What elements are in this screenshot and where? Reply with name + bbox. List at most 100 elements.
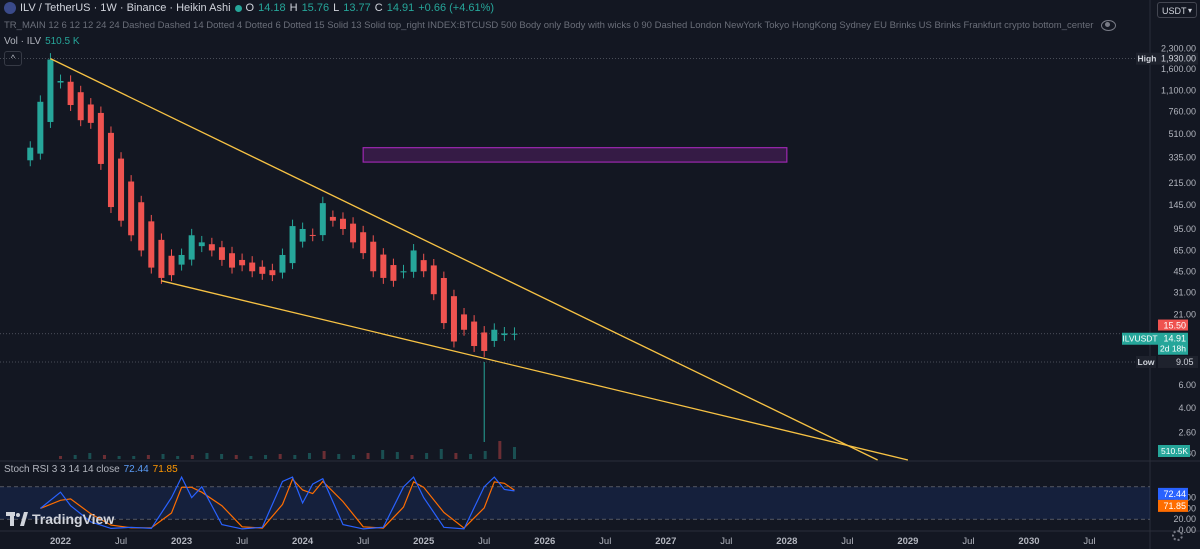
tradingview-logo-text: TradingView (32, 511, 115, 527)
candle (491, 329, 498, 341)
price-tick: 1,600.00 (1161, 64, 1196, 74)
trendline-lower (161, 280, 909, 461)
candle (511, 333, 518, 335)
chevron-down-icon: ▾ (1187, 6, 1192, 15)
price-tick: 335.00 (1168, 153, 1196, 163)
stoch-k-tag-box (1158, 487, 1188, 500)
volume-bar (146, 455, 150, 459)
volume-bar (512, 447, 516, 459)
collapse-legend-button[interactable]: ^ (4, 51, 22, 66)
stoch-d-value: 71.85 (152, 464, 178, 475)
stoch-legend-row[interactable]: Stoch RSI 3 3 14 14 close 72.44 71.85 (4, 464, 178, 475)
time-tick: 2026 (534, 536, 555, 547)
volume-bar (278, 454, 282, 459)
volume-bar (410, 455, 414, 459)
volume-value: 510.5 K (45, 36, 80, 47)
stoch-k-value: 72.44 (123, 464, 149, 475)
stoch-tick: 20.00 (1173, 514, 1196, 524)
volume-bar (498, 441, 502, 459)
candle (350, 223, 357, 243)
price-tick: 6.00 (1178, 380, 1196, 390)
volume-tag-box (1158, 445, 1190, 457)
hide-eye-icon[interactable] (1101, 20, 1117, 31)
candle (239, 259, 246, 266)
stoch-d-tag: 71.85 (1163, 501, 1186, 511)
time-tick: Jul (115, 536, 127, 547)
symbol-title[interactable]: ILV / TetherUS · 1W · Binance · Heikin A… (20, 2, 231, 14)
settings-gear-icon[interactable] (1172, 530, 1183, 541)
legend-indicator-row[interactable]: TR_MAIN 12 6 12 12 24 24 Dashed Dashed 1… (4, 20, 1117, 31)
stoch-label: Stoch RSI 3 3 14 14 close (4, 464, 120, 475)
candle (158, 239, 165, 278)
volume-bar (439, 449, 443, 459)
candle (148, 221, 155, 268)
candle (461, 314, 468, 330)
ohlc-close: 14.91 (386, 2, 415, 14)
stoch-d-tag-box (1158, 499, 1188, 512)
stoch-layer (0, 475, 1150, 530)
volume-bar (425, 453, 429, 459)
candle (471, 321, 478, 347)
symbol-icon (4, 2, 16, 14)
volume-label: Vol · ILV (4, 36, 42, 47)
price-tick: 45.00 (1173, 266, 1196, 276)
candle (138, 202, 145, 251)
price-tick: 760.00 (1168, 106, 1196, 116)
volume-bar (234, 455, 238, 459)
candle (299, 228, 306, 242)
resistance-zone (362, 147, 788, 163)
currency-selector[interactable]: USDT ▾ (1157, 2, 1197, 18)
time-tick: 2027 (655, 536, 676, 547)
candle (97, 112, 104, 164)
volume-bar (117, 456, 121, 459)
candle (370, 241, 377, 272)
tradingview-logo[interactable]: TradingView (6, 511, 114, 527)
price-tick: 215.00 (1168, 178, 1196, 188)
candle (188, 235, 195, 260)
time-tick: 2030 (1018, 536, 1039, 547)
volume-layer (59, 441, 516, 459)
candle (360, 232, 367, 254)
candle (309, 234, 316, 236)
low-value: 9.05 (1176, 357, 1194, 367)
high-label: High (1138, 54, 1157, 64)
candle (208, 244, 215, 251)
candle (400, 271, 407, 273)
symbol-tag-box (1122, 332, 1158, 345)
price-tick: 4.00 (1178, 403, 1196, 413)
volume-bar (88, 453, 92, 459)
candle (218, 247, 225, 260)
ohlc-change: +0.66 (+4.61%) (418, 2, 495, 14)
candle (249, 262, 256, 272)
time-tick: 2025 (413, 536, 435, 547)
current-price: 14.91 (1163, 334, 1186, 344)
volume-bar (59, 456, 63, 459)
price-tick: 2.60 (1178, 428, 1196, 438)
bar-countdown: 2d 18h (1160, 344, 1186, 354)
candle (420, 260, 427, 272)
legend-symbol-row: ILV / TetherUS · 1W · Binance · Heikin A… (4, 2, 494, 14)
volume-bar (366, 453, 370, 459)
candle (289, 226, 296, 264)
last-price: 15.50 (1163, 321, 1186, 331)
axis-layer: 2,300.00 1,600.00 1,100.00 760.00 510.00 335.… (50, 44, 1198, 547)
price-tick: 145.00 (1168, 200, 1196, 210)
volume-tag: 510.5K (1161, 446, 1188, 456)
legend-volume-row[interactable]: Vol · ILV 510.5 K (4, 36, 80, 47)
symbol-tag: ILVUSDT (1122, 334, 1157, 344)
volume-bar (102, 455, 106, 459)
high-value-box (1158, 52, 1198, 65)
ohlc-low: 13.77 (343, 2, 371, 14)
candle (501, 333, 508, 336)
volume-bar (381, 450, 385, 459)
candle (269, 270, 276, 276)
candle (87, 104, 94, 123)
candle (329, 216, 336, 221)
time-tick: Jul (1083, 536, 1095, 547)
indicator-settings-text[interactable]: TR_MAIN 12 6 12 12 24 24 Dashed Dashed 1… (4, 20, 1094, 31)
high-value: 1,930.00 (1161, 54, 1196, 64)
candle (481, 332, 488, 351)
